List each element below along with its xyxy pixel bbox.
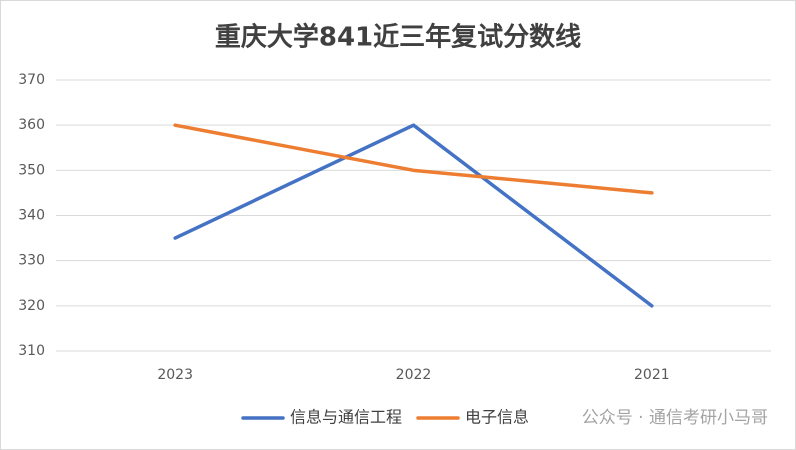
y-tick-label: 350 — [18, 162, 45, 178]
series-line — [173, 123, 654, 195]
chart-title: 重庆大学841近三年复试分数线 — [215, 22, 581, 53]
watermark: 公众号 · 通信考研小马哥 — [582, 408, 768, 428]
x-tick-label: 2021 — [634, 367, 670, 383]
y-tick-label: 310 — [18, 343, 45, 359]
legend-label: 电子信息 — [465, 408, 529, 427]
y-tick-label: 360 — [18, 117, 45, 133]
y-tick-label: 320 — [18, 298, 45, 314]
y-tick-label: 340 — [18, 208, 45, 224]
x-tick-label: 2022 — [396, 367, 432, 383]
x-tick-label: 2023 — [157, 367, 193, 383]
y-tick-label: 370 — [18, 72, 45, 88]
y-tick-label: 330 — [18, 253, 45, 269]
legend-label: 信息与通信工程 — [290, 408, 402, 427]
series-line — [173, 123, 654, 308]
